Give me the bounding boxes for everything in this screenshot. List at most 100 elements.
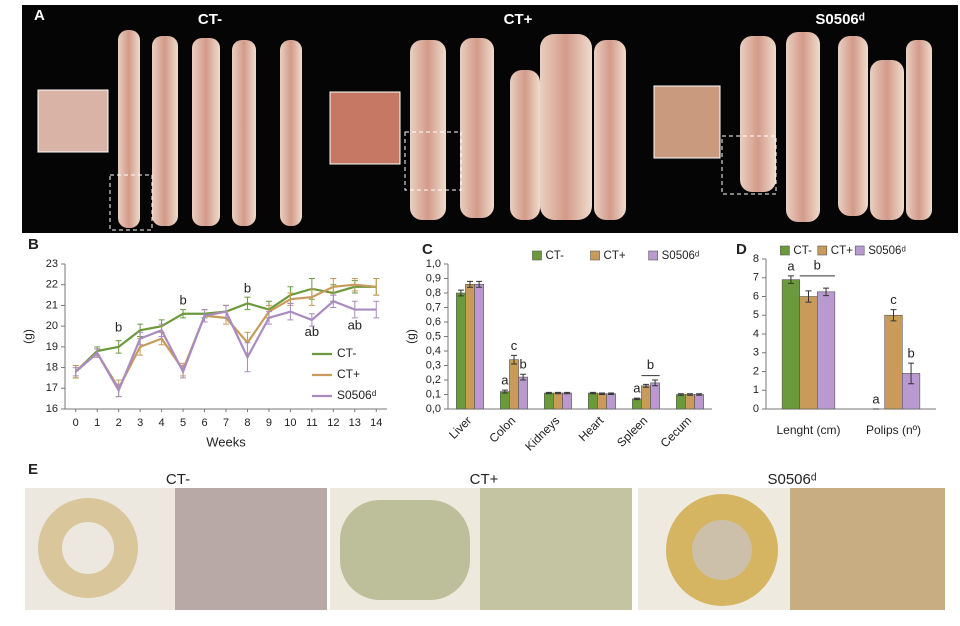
y-tick-label: 19 (46, 341, 58, 353)
legend-label: CT- (545, 250, 564, 262)
legend-label: S0506ᵈ (662, 250, 700, 262)
panel-letter: B (28, 236, 39, 253)
y-tick-label: 0 (753, 403, 759, 415)
y-tick-label: 17 (46, 382, 58, 394)
line (75, 283, 377, 391)
bar (606, 393, 616, 410)
y-tick-label: 18 (46, 361, 58, 373)
legend-swatch (854, 245, 865, 256)
y-axis-title: (g) (404, 329, 418, 344)
bar (694, 394, 704, 410)
x-tick-label: 9 (266, 417, 272, 429)
annotation: b (244, 280, 251, 295)
error-bar (457, 289, 464, 297)
y-tick-label: 21 (46, 299, 58, 311)
error-bar (467, 280, 473, 288)
significance-label: b (519, 357, 526, 372)
error-bar (652, 379, 659, 387)
bar (597, 393, 607, 410)
bar (884, 314, 903, 410)
y-tick-label: 0,0 (426, 403, 441, 415)
x-tick-label: 13 (349, 417, 361, 429)
bar (456, 292, 466, 410)
bar (816, 291, 836, 410)
bar (641, 385, 651, 410)
panel-letter: E (28, 461, 38, 478)
error-bar (787, 275, 794, 284)
legend-label: S0506ᵈ (868, 245, 906, 257)
x-tick-label: Polips (nº) (866, 423, 921, 437)
y-tick-label: 0,5 (426, 330, 441, 342)
error-bar (589, 391, 596, 395)
x-tick-label: 8 (244, 417, 250, 429)
group-label: S0506ᵈ (767, 471, 816, 488)
bar (685, 394, 695, 410)
annotation: ab (305, 324, 319, 339)
x-tick-label: Colon (486, 413, 518, 445)
error-bar (696, 393, 703, 396)
legend-label: S0506ᵈ (337, 388, 377, 402)
significance-label: c (890, 292, 897, 307)
legend-label: CT+ (337, 367, 360, 381)
error-bar (476, 280, 483, 288)
error-bar (890, 309, 897, 322)
x-tick-label: 6 (201, 417, 207, 429)
x-tick-label: Lenght (cm) (776, 423, 840, 437)
histology (25, 488, 945, 610)
y-tick-label: 0,2 (426, 374, 441, 386)
bar (474, 283, 484, 410)
bar (676, 394, 686, 410)
error-bar (608, 392, 615, 395)
bar (465, 283, 475, 410)
x-tick-label: 11 (306, 417, 317, 429)
significance-label: a (501, 373, 509, 388)
y-tick-label: 2 (753, 365, 759, 377)
bar (781, 279, 801, 410)
significance-label: a (633, 381, 641, 396)
y-tick-label: 1 (753, 384, 759, 396)
y-tick-label: 6 (753, 290, 759, 302)
x-tick-label: 5 (180, 417, 186, 429)
legend-swatch (780, 245, 790, 256)
panel-letter: A (34, 7, 45, 24)
panel-letter: C (422, 241, 433, 258)
x-tick-label: 14 (370, 417, 382, 429)
error-bar (520, 373, 527, 381)
error-bar (545, 391, 552, 395)
y-tick-label: 22 (46, 279, 58, 291)
legend-label: CT+ (831, 245, 853, 257)
y-tick-label: 1,0 (426, 258, 441, 270)
significance-label: c (511, 338, 518, 353)
error-bar (687, 393, 693, 396)
significance-label: b (814, 257, 821, 272)
significance-label: a (787, 258, 795, 273)
x-tick-label: Cecum (658, 413, 695, 450)
error-bar (501, 389, 508, 394)
y-tick-label: 0,8 (426, 287, 441, 299)
legend-swatch (817, 245, 828, 256)
error-bar (677, 393, 684, 396)
error-bar (805, 290, 812, 303)
error-bar (643, 383, 649, 388)
specimens (118, 30, 932, 228)
group-label: S0506ᵈ (815, 11, 864, 28)
y-tick-label: 0,3 (426, 359, 441, 371)
bar (544, 392, 554, 410)
group-label: CT- (198, 11, 222, 28)
x-tick-label: 0 (73, 417, 79, 429)
x-axis-title: Weeks (206, 434, 246, 449)
error-bar (633, 397, 640, 401)
legend-label: CT+ (604, 250, 626, 262)
significance-label: b (647, 357, 654, 372)
error-bar (373, 300, 380, 319)
bar (562, 392, 572, 410)
significance-label: a (872, 391, 880, 406)
y-tick-label: 0,6 (426, 316, 441, 328)
x-tick-label: 2 (116, 417, 122, 429)
significance-label: b (907, 346, 914, 361)
error-bar (823, 287, 830, 297)
x-tick-label: Spleen (614, 413, 650, 449)
y-tick-label: 20 (46, 320, 58, 332)
error-bar (555, 391, 561, 395)
